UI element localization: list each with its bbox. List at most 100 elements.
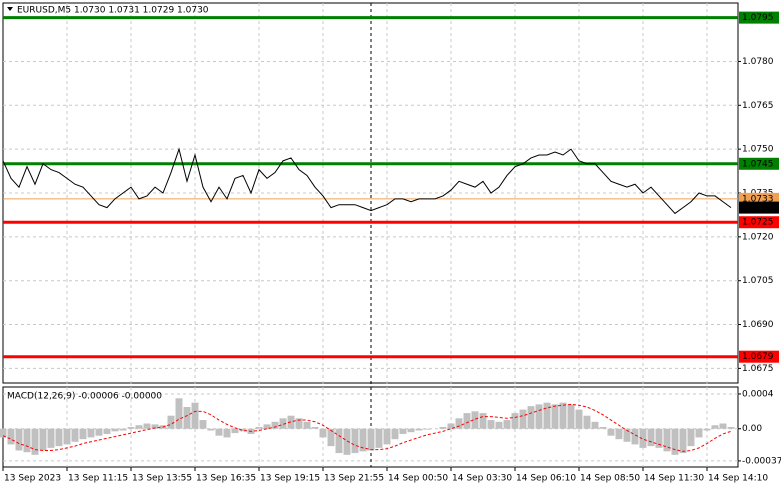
macd-bar [407,428,415,433]
macd-bar [527,406,535,429]
y-tick-label: 1.0750 [742,145,774,155]
level-tag [739,350,779,363]
x-tick-label: 14 Sep 03:30 [452,474,512,484]
macd-bar [647,428,655,447]
macd-bar [335,428,343,454]
macd-bar [63,428,71,445]
macd-bar [47,428,55,448]
level-label: 1.0725 [742,218,774,228]
macd-bar [175,398,183,429]
level-tag [739,11,779,24]
x-tick-label: 14 Sep 00:50 [388,474,448,484]
macd-bar [0,428,7,438]
y-tick-label: 1.0690 [742,320,774,330]
macd-bar [695,428,703,438]
x-tick-label: 13 Sep 19:15 [260,474,320,484]
level-label: 1.0795 [742,13,774,23]
signal-line [2,403,732,452]
x-tick-label: 14 Sep 06:10 [516,474,576,484]
macd-bar [727,427,735,429]
macd-bar [367,428,375,451]
macd-bar [687,428,695,447]
x-tick-label: 14 Sep 14:10 [708,474,768,484]
macd-bar [111,428,119,432]
macd-bar [495,421,503,429]
macd-bar [7,428,15,445]
macd-bar [39,428,47,451]
x-tick-label: 13 Sep 2023 [4,474,61,484]
macd-bar [463,413,471,429]
macd-bar [303,421,311,429]
macd-bar [559,402,567,429]
macd-bar [223,428,231,438]
macd-bar [543,402,551,429]
y-tick-label: 1.0675 [742,364,774,374]
macd-bar [375,428,383,448]
macd-bar [151,424,159,429]
macd-bar [239,428,247,432]
y-tick-label: 1.0705 [742,276,774,286]
x-tick-label: 14 Sep 11:30 [644,474,704,484]
menu-arrow [7,7,13,11]
macd-bar [671,428,679,455]
macd-bar [575,409,583,429]
macd-bar [519,409,527,429]
price-tag [739,201,779,214]
macd-bar [279,418,287,429]
macd-bar [31,428,39,455]
macd-bar [663,428,671,452]
macd-bar [79,428,87,440]
macd-bar [607,428,615,436]
level-label: 1.0733 [742,194,774,204]
macd-bar [439,427,447,429]
macd-bar [71,428,79,442]
macd-bar [327,428,335,447]
macd-bar [311,427,319,429]
macd-bar [343,428,351,455]
macd-bar [679,428,687,454]
x-tick-label: 13 Sep 11:15 [68,474,128,484]
macd-bar [199,420,207,429]
price-label: 1.0730 [742,203,774,213]
y-tick-label: 0.00 [742,424,762,434]
macd-bar [423,428,431,430]
macd-bar [255,427,263,429]
x-tick-label: 14 Sep 08:50 [580,474,640,484]
macd-bar [215,428,223,436]
macd-bar [535,404,543,429]
macd-bar [711,425,719,429]
macd-bar [383,428,391,445]
price-line [2,147,732,215]
x-tick-label: 13 Sep 16:35 [196,474,256,484]
macd-bar [471,411,479,429]
macd-bar [95,428,103,436]
macd-bar [87,428,95,438]
macd-title: MACD(12,26,9) -0.00006 -0.00000 [7,392,162,402]
macd-bar [455,418,463,429]
macd-bar [287,415,295,429]
macd-bar [295,418,303,429]
macd-bar [319,428,327,438]
macd-bar [487,420,495,429]
level-label: 1.0679 [742,352,774,362]
macd-bar [135,425,143,429]
macd-bar [191,402,199,429]
macd-bar [167,415,175,429]
macd-bar [511,413,519,429]
y-tick-label: 0.0004 [742,389,774,399]
macd-bar [119,428,127,431]
macd-bar [143,423,151,429]
macd-bar [399,428,407,434]
chart-title: EURUSD,M5 1.0730 1.0731 1.0729 1.0730 [17,6,209,16]
macd-bar [103,428,111,434]
macd-bar [567,404,575,429]
y-tick-label: 1.0720 [742,232,774,242]
x-tick-label: 13 Sep 21:55 [324,474,384,484]
macd-bar [631,428,639,445]
macd-bar [271,421,279,429]
macd-bar [447,423,455,429]
macd-bar [55,428,63,447]
macd-bar [15,428,23,451]
macd-bar [231,428,239,434]
